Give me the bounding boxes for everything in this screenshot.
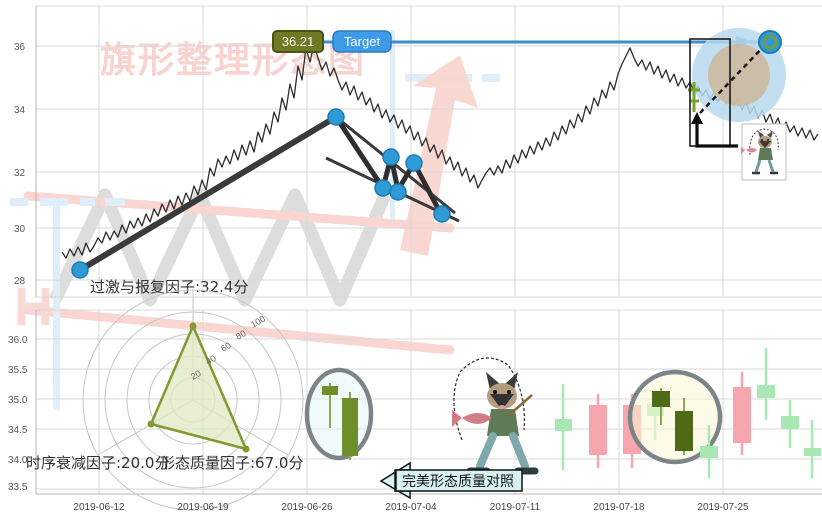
marker-flag-node-4 [405,154,423,172]
marker-flag-node-2 [382,148,400,166]
mascot-leg-left [476,432,497,470]
candle-highlight-right-1 [652,388,670,425]
candlestick-series [304,348,821,478]
radar-point-quality [189,322,197,330]
candle-2 [589,394,607,468]
xtick-6: 2019-07-25 [697,502,749,513]
radar-tick-40: 40 [204,353,218,367]
target-badge-label: Target [344,34,381,49]
mascot-thumbnail-box[interactable] [741,123,787,181]
annotation-time-decay: 时序衰减因子:20.0分 [26,454,169,472]
watermark-group: H 旗形整理形态图 [10,30,500,410]
marker-target-reached-inner [762,34,778,50]
flag-pattern-group [71,108,460,279]
watermark-zigzag [49,188,391,307]
ytick2-34.5: 34.5 [8,425,28,436]
candle-8 [781,400,799,448]
marker-flag-node-1 [374,179,392,197]
price-line-series [61,43,819,259]
mascot-fishing-rod [507,394,533,417]
callout-compare[interactable]: 完美形态质量对照 [379,461,523,500]
price-panel-grid [35,5,822,298]
mascot-jumprope [453,357,525,441]
price-badge-label: 36.21 [282,34,315,49]
mascot-body [758,148,773,160]
ytick2-36.0: 36.0 [8,335,28,346]
radar-tick-60: 60 [219,340,233,354]
watermark-pink-band-2 [23,305,455,355]
ytick2-33.5: 33.5 [8,482,28,493]
ytick-30: 30 [14,224,26,235]
mascot-ear-right [767,131,773,138]
flag-inner-zigzag [333,115,444,216]
x-axis-labels: 2019-06-12 2019-06-19 2019-06-26 2019-07… [73,502,749,513]
marker-flag-pole-top [327,108,345,126]
mascot-snout [490,394,514,410]
mascot-ear-left [758,131,764,138]
target-reached-group [688,28,786,148]
candle-5 [700,425,718,478]
xtick-4: 2019-07-11 [490,502,541,513]
candle-highlight-right-2 [675,398,693,455]
radar-tick-20: 20 [189,368,203,382]
candle-6 [733,372,751,455]
candle-highlight-left-1-top [322,383,338,428]
candle-9 [804,420,821,478]
xtick-3: 2019-07-04 [385,502,437,513]
target-badge[interactable]: Target [332,30,392,53]
mascot-rope [749,128,779,156]
xtick-0: 2019-06-12 [73,502,125,513]
pointer-arrow [695,120,738,148]
xtick-5: 2019-07-18 [593,502,645,513]
annotation-pattern-quality: 形态质量因子:67.0分 [160,454,303,472]
annotation-overreaction: 过激与报复因子:32.4分 [90,278,248,296]
mascot-leg-right [509,432,529,470]
watermark-blue-bar [53,200,60,410]
radar-polygon [149,322,249,451]
radar-tick-80: 80 [234,328,248,342]
xtick-1: 2019-06-19 [177,502,229,513]
flag-node-markers [71,108,451,279]
flag-channel-upper [335,115,456,215]
ytick-36: 36 [14,42,26,53]
radar-point-overreaction [242,445,250,453]
watermark-pink-band-1 [23,191,455,233]
xtick-2: 2019-06-26 [281,502,333,513]
volume-y-axis-labels: 36.0 35.5 35.0 34.5 34.0 33.5 [8,335,28,493]
price-y-axis-labels: 36 34 32 30 28 [14,42,26,287]
mascot-fish [741,147,757,154]
mascot-face [759,141,771,148]
ytick2-35.5: 35.5 [8,365,28,376]
mascot-fish-tail [452,410,462,427]
marker-flag-node-5 [433,205,451,223]
mascot-fish-2 [462,413,492,424]
radar-chart: 20 40 60 80 100 [82,289,304,511]
candle-1 [555,384,572,470]
ytick-28: 28 [14,276,26,287]
ytick2-34.0: 34.0 [8,455,28,466]
marker-target-reached-outer [758,30,782,54]
price-badge[interactable]: 36.21 [272,30,324,53]
mascot-torso [487,409,519,436]
mascot-illustration [452,357,539,475]
pointer-arrowhead [691,112,703,124]
highlight-ring-left [304,367,374,461]
ytick-34: 34 [14,105,26,116]
ytick2-35.0: 35.0 [8,395,28,406]
mascot-legs [754,159,775,173]
flag-pole [77,114,339,273]
ytick-32: 32 [14,168,26,179]
target-dashed-line [699,43,767,114]
watermark-letter-h: H [14,277,53,337]
candle-7 [757,348,775,420]
callout-compare-label: 完美形态质量对照 [402,474,514,490]
marker-flag-node-3 [389,183,407,201]
marker-flag-start [71,261,89,279]
watermark-blue-bar-2 [390,30,395,220]
radar-point-decay [147,420,155,428]
candle-highlight-left-2-top [342,392,358,460]
highlight-circle-tan [708,44,770,106]
